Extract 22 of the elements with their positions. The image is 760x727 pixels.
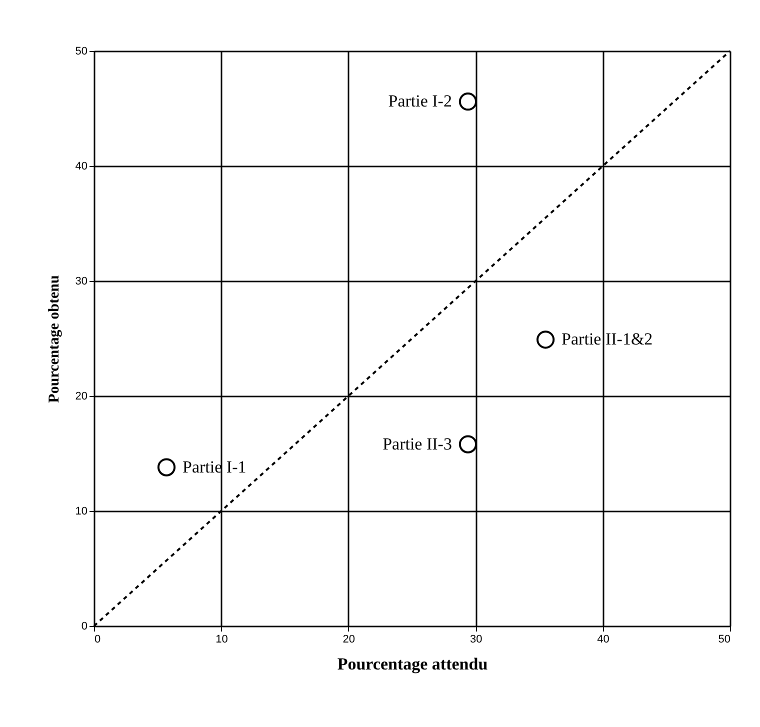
y-tick-label: 0 — [81, 620, 88, 632]
x-tick-label: 40 — [597, 634, 610, 646]
x-tick-label: 30 — [470, 634, 482, 646]
x-tick-label: 0 — [94, 634, 101, 646]
y-axis-title: Pourcentage obtenu — [46, 275, 62, 403]
annotation: Partie I-1 — [182, 457, 246, 476]
y-tick-label: 50 — [75, 46, 88, 58]
x-axis-title: Pourcentage attendu — [337, 654, 488, 674]
annotation: Partie I-2 — [388, 92, 452, 111]
y-tick-label: 20 — [75, 390, 88, 402]
point — [157, 458, 176, 476]
point — [536, 330, 555, 349]
point — [458, 92, 478, 111]
annotation: Partie II-1&2 — [562, 330, 653, 349]
y-tick-label: 30 — [75, 276, 88, 288]
x-tick-label: 10 — [216, 634, 228, 646]
annotation: Partie II-3 — [382, 434, 452, 454]
x-tick-label: 50 — [718, 634, 730, 646]
x-tick-label: 20 — [342, 634, 356, 646]
point — [458, 435, 478, 454]
y-tick-label: 40 — [75, 160, 88, 172]
y-tick-label: 10 — [75, 506, 88, 518]
